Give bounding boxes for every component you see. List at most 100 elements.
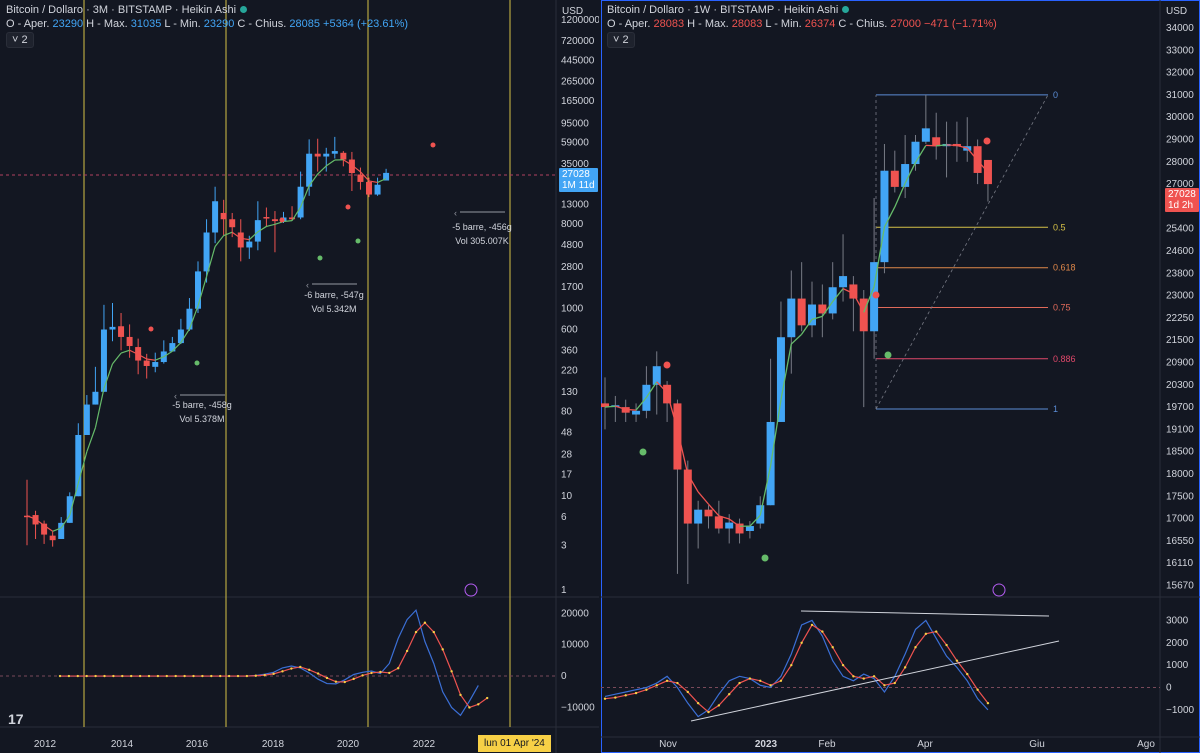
left-indicator-toggle[interactable]: ˅ 2 — [6, 32, 34, 48]
osc-dot — [85, 674, 88, 678]
x-tick-label: 2014 — [111, 739, 134, 750]
moving-average-segment — [308, 173, 319, 187]
moving-average-segment — [163, 350, 173, 358]
y-tick-label: 1 — [561, 585, 567, 596]
measure-volume: Vol 5.378M — [179, 414, 224, 424]
moving-average-segment — [155, 356, 165, 361]
candle-body — [921, 128, 930, 142]
osc-dot — [486, 696, 489, 700]
moving-average-segment — [645, 381, 658, 398]
osc-dot — [924, 632, 928, 636]
candle-body — [220, 212, 227, 220]
osc-dot — [800, 641, 803, 644]
moving-average-segment — [35, 518, 45, 526]
alert-lightning-icon — [992, 583, 1006, 597]
moving-average-segment — [77, 451, 88, 484]
osc-tick-label: 2000 — [1166, 638, 1189, 649]
osc-dot — [227, 674, 231, 678]
y-tick-label: 80 — [561, 407, 573, 418]
moving-average-segment — [360, 171, 370, 182]
moving-average-segment — [266, 223, 276, 228]
osc-dot — [67, 674, 71, 678]
y-tick-label: 23800 — [1166, 268, 1194, 279]
x-tick-label: 2023 — [755, 739, 778, 750]
left-chart-pane[interactable]: 1200000 720000 445000 265000 165000 95000 5900… — [0, 0, 599, 753]
candle-body — [41, 523, 48, 535]
osc-dot — [370, 671, 373, 675]
y-tick-label: 2800 — [561, 262, 584, 273]
left-crosshair-date: lun 01 Apr '24 — [478, 735, 551, 752]
right-indicator-toggle[interactable]: ˅ 2 — [607, 32, 635, 48]
osc-tick-label: 1000 — [1166, 660, 1189, 671]
candle-body — [797, 298, 806, 326]
osc-dot — [748, 677, 752, 680]
candle-body — [246, 241, 253, 248]
candle-body — [348, 159, 355, 174]
signal-dot — [761, 554, 769, 562]
moving-average-segment — [205, 246, 216, 277]
left-chart-svg[interactable]: 1200000720000445000265000165000950005900… — [0, 0, 599, 753]
fib-trend-line — [875, 94, 1049, 410]
moving-average-segment — [214, 235, 225, 247]
candle-body — [901, 164, 910, 187]
right-chart-svg[interactable]: 3400033000320003100030000290002800027000… — [601, 0, 1200, 753]
right-chart-pane[interactable]: 34000 33000 32000 31000 30000 29000 28000 27000… — [601, 0, 1200, 753]
osc-dot — [459, 693, 462, 697]
candle-body — [100, 329, 107, 392]
candle-body — [818, 304, 827, 314]
measure-label: -6 barre, -547g — [304, 290, 364, 300]
osc-dot — [477, 703, 480, 706]
moving-average-segment — [780, 343, 792, 401]
arrow-head: ‹ — [174, 391, 177, 401]
osc-tick-label: −1000 — [1166, 705, 1195, 716]
measure-label: -5 barre, -456g — [452, 222, 512, 232]
candle-body — [58, 522, 65, 539]
y-tick-label: 33000 — [1166, 45, 1194, 56]
osc-dot — [665, 679, 669, 682]
moving-average-segment — [656, 381, 668, 394]
x-tick-label: Feb — [818, 739, 836, 750]
right-ohlc: O - Aper. 28083 H - Max. 28083 L - Min. … — [607, 18, 997, 30]
moving-average-segment — [197, 276, 208, 307]
moving-average-segment — [86, 427, 96, 452]
osc-tick-label: 20000 — [561, 608, 589, 619]
left-price-badge-countdown: 1M 11d — [562, 180, 595, 191]
moving-average-segment — [676, 429, 689, 475]
candle-body — [83, 404, 90, 435]
osc-dot — [883, 684, 886, 687]
candle-body — [126, 336, 133, 347]
moving-average-segment — [977, 160, 989, 173]
moving-average-segment — [146, 358, 156, 361]
candle-body — [92, 391, 99, 405]
candle-body — [374, 184, 381, 195]
osc-dot — [183, 674, 186, 678]
right-symbol-title[interactable]: Bitcoin / Dollaro · 1W · BITSTAMP · Heik… — [607, 4, 839, 16]
y-tick-label: 25400 — [1166, 224, 1194, 235]
moving-average-segment — [842, 288, 854, 295]
moving-average-segment — [718, 515, 730, 520]
candle-body — [366, 181, 372, 195]
signal-dot — [317, 255, 323, 261]
osc-dot — [872, 675, 876, 678]
osc-dot — [334, 680, 338, 683]
signal-dot — [194, 360, 200, 366]
candle-body — [323, 153, 330, 157]
candle-body — [890, 170, 899, 187]
moving-average-segment — [801, 319, 813, 335]
moving-average-segment — [368, 180, 378, 184]
moving-average-segment — [69, 482, 79, 516]
open-value: 23290 — [52, 18, 84, 30]
left-symbol-title[interactable]: Bitcoin / Dollaro · 3M · BITSTAMP · Heik… — [6, 4, 237, 16]
signal-dot — [872, 291, 880, 299]
y-tick-label: 30000 — [1166, 112, 1194, 123]
moving-average-segment — [223, 231, 233, 237]
low-value: 23290 — [203, 18, 235, 30]
fib-level-label: 0.886 — [1053, 354, 1076, 364]
high-value: 31035 — [130, 18, 162, 30]
indicator-count: 2 — [21, 34, 28, 46]
fib-level-label: 1 — [1053, 404, 1058, 414]
osc-dot — [441, 648, 444, 651]
candle-body — [314, 153, 321, 157]
osc-dot — [841, 663, 845, 667]
y-tick-label: 16550 — [1166, 536, 1194, 547]
